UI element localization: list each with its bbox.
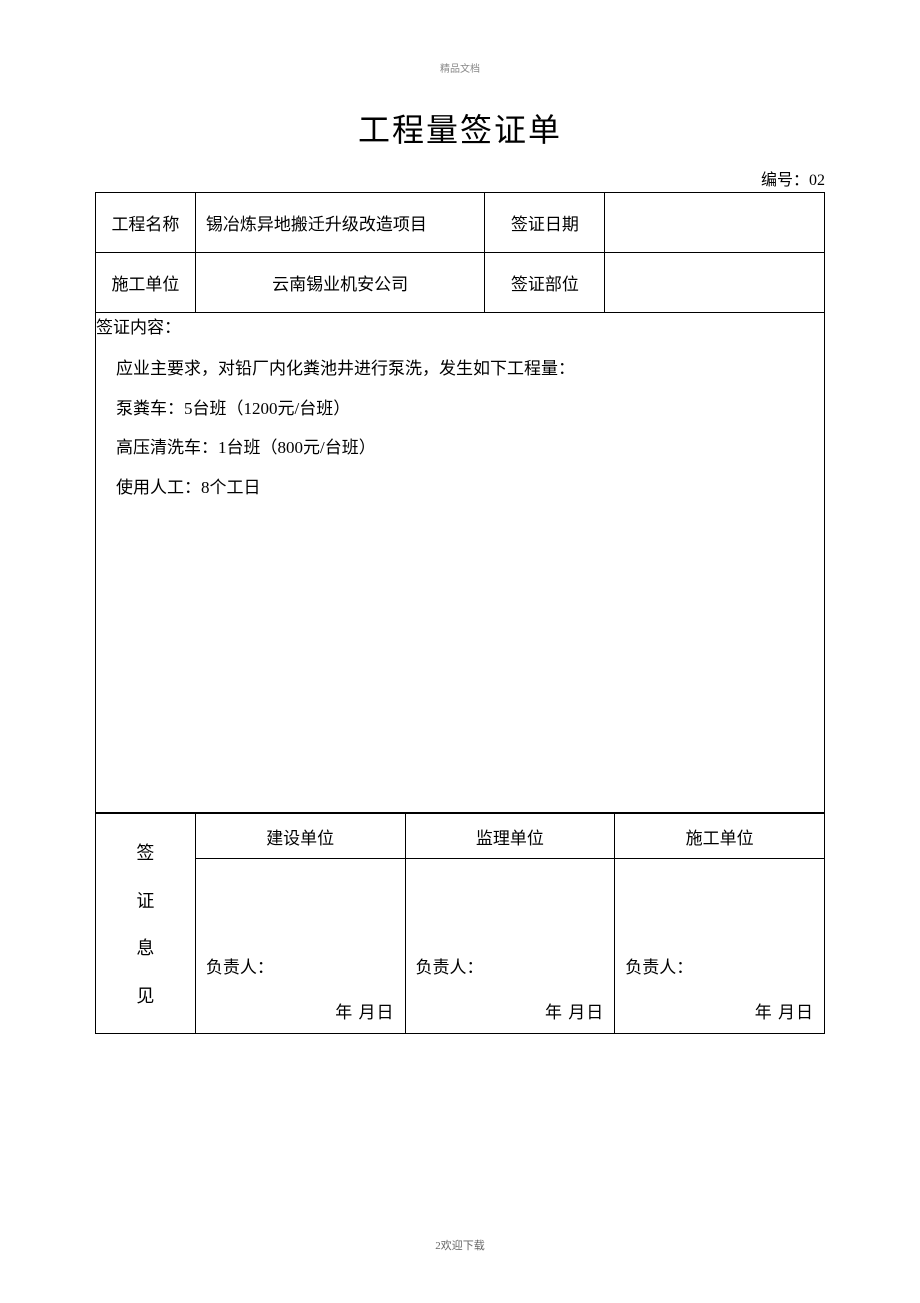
sig-date-1: 年 月日 xyxy=(206,998,395,1023)
sig-header-2: 监理单位 xyxy=(405,814,615,859)
sig-body-1: 负责人： 年 月日 xyxy=(195,859,405,1034)
table-row: 签证内容： 应业主要求，对铅厂内化粪池井进行泵洗，发生如下工程量： 泵粪车：5台… xyxy=(96,313,825,813)
sig-header-1: 建设单位 xyxy=(195,814,405,859)
document-number: 编号：02 xyxy=(0,166,825,190)
main-info-table: 工程名称 锡冶炼异地搬迁升级改造项目 签证日期 施工单位 云南锡业机安公司 签证… xyxy=(95,192,825,813)
sign-date-label: 签证日期 xyxy=(485,193,605,253)
sig-header-3: 施工单位 xyxy=(615,814,825,859)
signature-table: 签 证 息 见 建设单位 监理单位 施工单位 负责人： 年 月日 负责人： 年 … xyxy=(95,813,825,1034)
sig-char-1: 签 xyxy=(136,839,154,865)
content-line-1: 应业主要求，对铅厂内化粪池井进行泵洗，发生如下工程量： xyxy=(116,356,824,382)
sig-person-2: 负责人： xyxy=(416,953,605,978)
sig-char-2: 证 xyxy=(136,887,154,913)
content-header: 签证内容： xyxy=(96,313,824,338)
sig-body-2: 负责人： 年 月日 xyxy=(405,859,615,1034)
sign-part-value xyxy=(605,253,825,313)
content-cell: 签证内容： 应业主要求，对铅厂内化粪池井进行泵洗，发生如下工程量： 泵粪车：5台… xyxy=(96,313,825,813)
project-name-value: 锡冶炼异地搬迁升级改造项目 xyxy=(195,193,485,253)
table-row: 工程名称 锡冶炼异地搬迁升级改造项目 签证日期 xyxy=(96,193,825,253)
content-line-2: 泵粪车：5台班（1200元/台班） xyxy=(116,396,824,422)
sign-date-value xyxy=(605,193,825,253)
sig-person-1: 负责人： xyxy=(206,953,395,978)
signature-side-label: 签 证 息 见 xyxy=(96,814,196,1034)
sig-char-4: 见 xyxy=(136,982,154,1008)
content-line-3: 高压清洗车：1台班（800元/台班） xyxy=(116,435,824,461)
sign-part-label: 签证部位 xyxy=(485,253,605,313)
content-line-4: 使用人工：8个工日 xyxy=(116,475,824,501)
sig-person-3: 负责人： xyxy=(625,953,814,978)
construction-unit-label: 施工单位 xyxy=(96,253,196,313)
footer: 2欢迎下载 xyxy=(0,1237,920,1253)
construction-unit-value: 云南锡业机安公司 xyxy=(195,253,485,313)
sig-date-2: 年 月日 xyxy=(416,998,605,1023)
sig-body-3: 负责人： 年 月日 xyxy=(615,859,825,1034)
table-row: 施工单位 云南锡业机安公司 签证部位 xyxy=(96,253,825,313)
doc-number-label: 编号： xyxy=(761,172,809,189)
document-title: 工程量签证单 xyxy=(0,105,920,151)
header-watermark: 精品文档 xyxy=(0,0,920,75)
doc-number-value: 02 xyxy=(809,172,825,189)
sig-char-3: 息 xyxy=(136,934,154,960)
table-row: 负责人： 年 月日 负责人： 年 月日 负责人： 年 月日 xyxy=(96,859,825,1034)
project-name-label: 工程名称 xyxy=(96,193,196,253)
table-row: 签 证 息 见 建设单位 监理单位 施工单位 xyxy=(96,814,825,859)
footer-text: 欢迎下载 xyxy=(441,1240,485,1252)
sig-date-3: 年 月日 xyxy=(625,998,814,1023)
